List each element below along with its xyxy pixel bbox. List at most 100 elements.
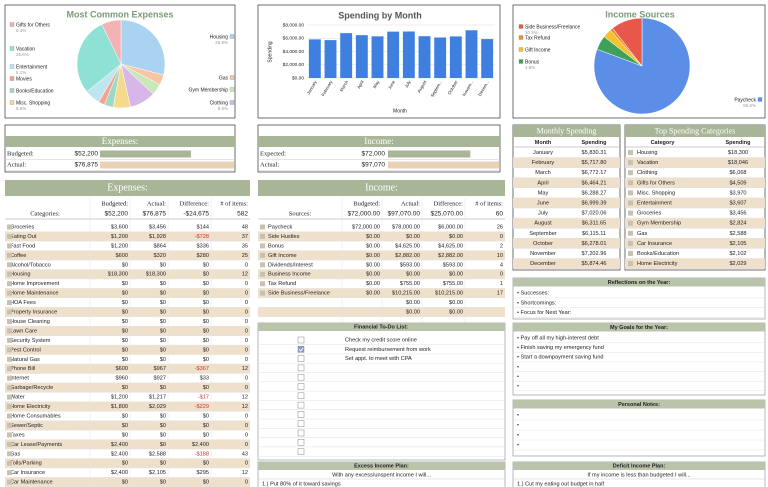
total-cell: $25,070.00 bbox=[430, 211, 463, 218]
row-label: September bbox=[529, 231, 556, 237]
cell: $960 bbox=[116, 376, 128, 382]
checkbox[interactable] bbox=[297, 392, 305, 400]
row-icon bbox=[260, 252, 265, 258]
note-item: • Focus for Next Year: bbox=[517, 310, 572, 316]
cell: $2,029 bbox=[729, 261, 746, 267]
pie-slice bbox=[593, 17, 691, 115]
checkbox[interactable] bbox=[297, 448, 305, 455]
plan-prompt: With any excess/unspent income I will... bbox=[332, 472, 431, 478]
row-label: August bbox=[534, 221, 552, 227]
cell: $0 bbox=[160, 319, 166, 325]
cell: $4,625.00 bbox=[395, 243, 420, 249]
cell: $0 bbox=[122, 347, 128, 353]
cell: 0 bbox=[245, 347, 248, 353]
cell: $2,102 bbox=[729, 251, 746, 257]
summary-amount: $97,070 bbox=[362, 162, 386, 169]
cell: $0 bbox=[122, 319, 128, 325]
slice-label: Misc. Shopping bbox=[16, 100, 50, 106]
row-label: HOA Fees bbox=[10, 300, 36, 306]
row-label: Home Electricity bbox=[637, 261, 678, 267]
row-band bbox=[258, 250, 505, 261]
cell: $0 bbox=[203, 480, 209, 486]
cell: 0 bbox=[245, 385, 248, 391]
cell: $0 bbox=[122, 432, 128, 438]
summary-amount: $52,200 bbox=[75, 151, 99, 158]
legend-swatch bbox=[518, 47, 524, 52]
cell: 0 bbox=[245, 319, 248, 325]
checkbox[interactable] bbox=[297, 346, 305, 353]
slice-percent: 4.8% bbox=[525, 65, 535, 70]
row-label: Coffee bbox=[10, 253, 26, 259]
checkbox[interactable] bbox=[297, 364, 305, 372]
legend-swatch bbox=[9, 88, 15, 93]
cell: $3,600 bbox=[111, 224, 128, 230]
cell: -$229 bbox=[195, 404, 209, 410]
cell: $2,588 bbox=[149, 451, 166, 457]
row-band bbox=[513, 177, 620, 188]
section-title: Monthly Spending bbox=[537, 126, 597, 135]
checkbox[interactable] bbox=[297, 336, 305, 344]
cell: $72,000.00 bbox=[352, 224, 380, 230]
cell: 0 bbox=[245, 461, 248, 467]
note-item: • Pay off all my high-interest debt bbox=[517, 335, 599, 341]
cell: $7,202.96 bbox=[582, 251, 607, 257]
cell: 26 bbox=[497, 224, 503, 230]
row-label: January bbox=[533, 150, 553, 156]
row-label: Business Income bbox=[268, 272, 311, 278]
cell: $0 bbox=[122, 480, 128, 486]
cell: $1,928 bbox=[149, 234, 166, 240]
checkbox[interactable] bbox=[297, 429, 305, 437]
cell: $18,300 bbox=[146, 272, 166, 278]
section-title: Excess Income Plan: bbox=[354, 463, 409, 469]
checkbox[interactable] bbox=[297, 420, 305, 427]
checkbox[interactable] bbox=[297, 373, 305, 381]
row-label: Car Maintenance bbox=[10, 480, 53, 486]
cell: $0 bbox=[203, 319, 209, 325]
slice-label: Housing bbox=[210, 34, 229, 40]
legend-swatch bbox=[9, 76, 15, 81]
cell: $6,115.11 bbox=[582, 231, 606, 237]
cell: $0 bbox=[203, 338, 209, 344]
plan-item: 1.) Cut my eating out budget in half bbox=[517, 481, 605, 487]
row-label: Side Hustles bbox=[268, 234, 300, 240]
row-icon bbox=[260, 271, 265, 277]
row-label: Vacation bbox=[637, 160, 658, 166]
cell: 35 bbox=[242, 243, 248, 249]
row-band bbox=[625, 198, 765, 209]
cell: $0 bbox=[203, 423, 209, 429]
row-icon bbox=[7, 252, 12, 258]
row-label: June bbox=[537, 200, 549, 206]
row-icon bbox=[7, 451, 12, 457]
todo-text: Request reimbursement from work bbox=[345, 347, 431, 353]
legend-swatch bbox=[9, 22, 15, 27]
row-icon bbox=[628, 210, 633, 216]
cell: $0.00 bbox=[449, 272, 463, 278]
row-icon bbox=[628, 200, 633, 206]
row-icon bbox=[7, 356, 12, 362]
checkbox[interactable] bbox=[297, 355, 305, 362]
row-icon bbox=[628, 160, 633, 166]
cell: $0.00 bbox=[406, 272, 420, 278]
cell: $5,874.46 bbox=[582, 261, 607, 267]
row-label: Housing bbox=[637, 150, 658, 156]
row-label: Fast Food bbox=[10, 243, 35, 249]
cell: 0 bbox=[500, 234, 503, 240]
chart-title: Spending by Month bbox=[338, 10, 422, 20]
row-icon bbox=[7, 271, 12, 277]
checkbox[interactable] bbox=[297, 401, 305, 409]
header-band bbox=[258, 136, 500, 147]
row-icon bbox=[7, 243, 12, 249]
cell: 0 bbox=[500, 272, 503, 278]
column-header: Actual: bbox=[147, 200, 166, 207]
checkbox[interactable] bbox=[297, 411, 305, 418]
cell: $144 bbox=[197, 224, 209, 230]
cell: $0.00 bbox=[366, 281, 380, 287]
checkbox[interactable] bbox=[297, 439, 305, 446]
checkbox[interactable] bbox=[297, 383, 305, 390]
summary-bar bbox=[388, 150, 471, 158]
header-band bbox=[625, 125, 765, 137]
cell: $4,625.00 bbox=[438, 243, 463, 249]
summary-bar bbox=[388, 161, 499, 169]
row-icon bbox=[7, 300, 12, 306]
